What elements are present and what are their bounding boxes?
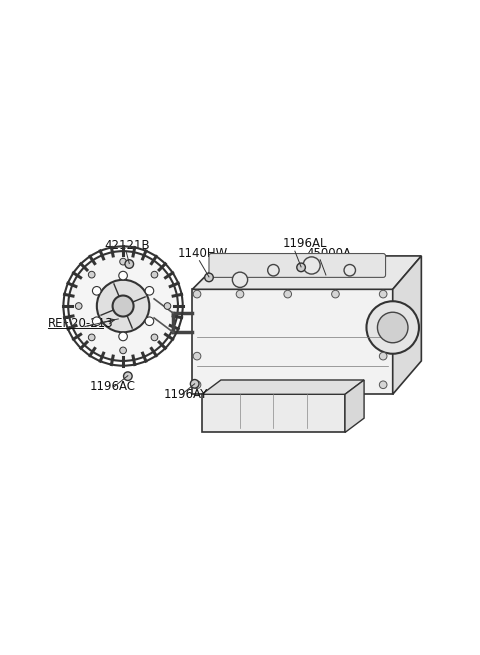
Circle shape (236, 290, 244, 298)
Text: 1196AL: 1196AL (283, 237, 327, 250)
Circle shape (297, 263, 305, 272)
Circle shape (284, 290, 291, 298)
Circle shape (119, 332, 127, 341)
Circle shape (123, 372, 132, 381)
Circle shape (193, 352, 201, 360)
Circle shape (120, 347, 126, 354)
Polygon shape (202, 394, 345, 432)
FancyBboxPatch shape (209, 253, 385, 277)
Text: 45000A: 45000A (307, 247, 352, 260)
Circle shape (232, 272, 248, 288)
Circle shape (303, 257, 320, 274)
Circle shape (93, 286, 101, 295)
Circle shape (379, 352, 387, 360)
Polygon shape (202, 380, 364, 394)
Circle shape (75, 303, 82, 309)
Circle shape (377, 312, 408, 343)
Circle shape (93, 317, 101, 326)
Circle shape (332, 290, 339, 298)
Circle shape (379, 381, 387, 388)
Circle shape (145, 286, 154, 295)
Polygon shape (393, 256, 421, 394)
Circle shape (68, 251, 178, 361)
Circle shape (193, 381, 201, 388)
Text: 1196AY: 1196AY (164, 388, 208, 401)
Text: 1196AC: 1196AC (90, 381, 136, 394)
Circle shape (125, 260, 133, 269)
Circle shape (268, 265, 279, 276)
Circle shape (151, 334, 158, 341)
Polygon shape (192, 290, 393, 394)
Circle shape (204, 273, 213, 282)
Circle shape (119, 271, 127, 280)
Circle shape (366, 301, 419, 354)
Circle shape (97, 280, 149, 332)
Circle shape (164, 303, 171, 309)
Circle shape (193, 290, 201, 298)
Text: REF.20-213: REF.20-213 (48, 316, 114, 329)
Circle shape (344, 265, 356, 276)
Circle shape (113, 295, 133, 316)
Circle shape (191, 379, 199, 388)
Circle shape (151, 271, 158, 278)
Circle shape (145, 317, 154, 326)
Polygon shape (192, 256, 421, 290)
Circle shape (379, 290, 387, 298)
Text: 1140HW: 1140HW (178, 247, 228, 260)
Polygon shape (345, 380, 364, 432)
Circle shape (120, 258, 126, 265)
Text: 42121B: 42121B (104, 239, 150, 252)
Circle shape (88, 271, 95, 278)
Circle shape (88, 334, 95, 341)
